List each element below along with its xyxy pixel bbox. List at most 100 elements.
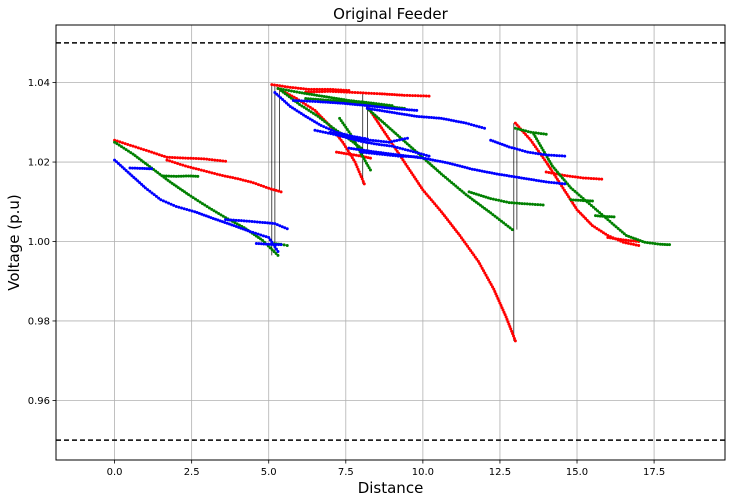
bus-voltage-point	[279, 243, 283, 247]
bus-voltage-point	[449, 118, 453, 122]
bus-voltage-point	[200, 212, 204, 216]
bus-voltage-point	[544, 180, 548, 184]
bus-voltage-point	[631, 236, 635, 240]
bus-voltage-point	[444, 117, 448, 121]
bus-voltage-point	[563, 154, 567, 158]
bus-voltage-point	[207, 215, 211, 219]
bus-voltage-point	[255, 220, 259, 224]
bus-voltage-point	[532, 132, 536, 136]
bus-voltage-point	[210, 158, 214, 162]
bus-voltage-point	[402, 112, 406, 116]
bus-voltage-point	[536, 152, 540, 156]
x-axis-label: Distance	[358, 479, 424, 497]
bus-voltage-point	[195, 211, 199, 215]
bus-voltage-point	[627, 234, 631, 238]
bus-voltage-point	[388, 153, 392, 157]
bus-voltage-point	[517, 201, 521, 205]
bus-voltage-point	[455, 163, 459, 167]
bus-voltage-point	[254, 231, 258, 235]
bus-voltage-point	[189, 156, 193, 160]
bus-voltage-point	[335, 150, 339, 154]
bus-voltage-point	[573, 175, 577, 179]
bus-voltage-point	[128, 172, 132, 176]
chart-title: Original Feeder	[333, 5, 448, 23]
bus-voltage-point	[372, 152, 376, 156]
bus-voltage-point	[421, 188, 425, 192]
bus-voltage-point	[538, 203, 542, 207]
bus-voltage-point	[544, 160, 548, 164]
bus-voltage-point	[143, 186, 147, 190]
bus-voltage-point	[324, 126, 328, 130]
bus-voltage-point	[474, 192, 478, 196]
bus-voltage-point	[176, 161, 180, 165]
bus-voltage-point	[378, 108, 382, 112]
bus-voltage-point	[306, 97, 310, 101]
bus-voltage-point	[534, 178, 538, 182]
bus-voltage-point	[373, 108, 377, 112]
bus-voltage-point	[402, 160, 406, 164]
bus-voltage-point	[405, 136, 409, 140]
bus-voltage-point	[336, 101, 340, 105]
bus-voltage-point	[362, 157, 366, 161]
bus-voltage-point	[508, 325, 512, 329]
bus-voltage-point	[429, 198, 433, 202]
bus-voltage-point	[390, 110, 394, 114]
bus-voltage-point	[581, 176, 585, 180]
bus-voltage-point	[656, 242, 660, 246]
bus-voltage-point	[360, 177, 364, 181]
bus-voltage-point	[342, 132, 346, 136]
bus-voltage-point	[388, 110, 392, 114]
bus-voltage-point	[348, 90, 352, 94]
bus-voltage-point	[170, 156, 174, 160]
bus-voltage-point	[392, 139, 396, 143]
bus-voltage-point	[355, 137, 359, 141]
bus-voltage-point	[492, 287, 496, 291]
bus-voltage-point	[409, 171, 413, 175]
bus-voltage-point	[552, 166, 556, 170]
bus-voltage-point	[293, 107, 297, 111]
bus-voltage-point	[304, 96, 308, 100]
bus-voltage-point	[326, 87, 330, 91]
bus-voltage-point	[544, 132, 548, 136]
bus-voltage-point	[221, 214, 225, 218]
bus-voltage-point	[629, 242, 633, 246]
bus-voltage-point	[300, 91, 304, 95]
bus-voltage-point	[594, 214, 598, 218]
bus-voltage-point	[295, 109, 299, 113]
bus-voltage-point	[224, 218, 228, 222]
bus-voltage-point	[450, 162, 454, 166]
bus-voltage-point	[380, 152, 384, 156]
bus-voltage-point	[443, 175, 447, 179]
bus-voltage-point	[270, 248, 274, 252]
bus-voltage-point	[499, 219, 503, 223]
bus-voltage-point	[147, 167, 151, 171]
bus-voltage-point	[244, 179, 248, 183]
bus-voltage-point	[624, 238, 628, 242]
bus-voltage-point	[357, 170, 361, 174]
bus-voltage-point	[505, 200, 509, 204]
bus-voltage-point	[557, 181, 561, 185]
bus-voltage-point	[323, 100, 327, 104]
bus-voltage-point	[547, 153, 551, 157]
bus-voltage-point	[312, 87, 316, 91]
bus-voltage-point	[368, 156, 372, 160]
bus-voltage-point	[315, 87, 319, 91]
bus-voltage-point	[651, 241, 655, 245]
bus-voltage-point	[458, 234, 462, 238]
bus-voltage-point	[167, 174, 171, 178]
bus-voltage-point	[499, 303, 503, 307]
bus-voltage-point	[457, 120, 461, 124]
bus-voltage-point	[431, 200, 435, 204]
bus-voltage-point	[557, 154, 561, 158]
bus-voltage-point	[476, 202, 480, 206]
bus-voltage-point	[178, 156, 182, 160]
bus-voltage-point	[283, 99, 287, 103]
bus-voltage-point	[239, 226, 243, 230]
bus-voltage-point	[380, 126, 384, 130]
bus-voltage-point	[482, 194, 486, 198]
bus-voltage-point	[361, 179, 365, 183]
bus-voltage-point	[164, 174, 168, 178]
bus-voltage-point	[328, 89, 332, 93]
bus-voltage-point	[510, 174, 514, 178]
bus-voltage-point	[507, 201, 511, 205]
